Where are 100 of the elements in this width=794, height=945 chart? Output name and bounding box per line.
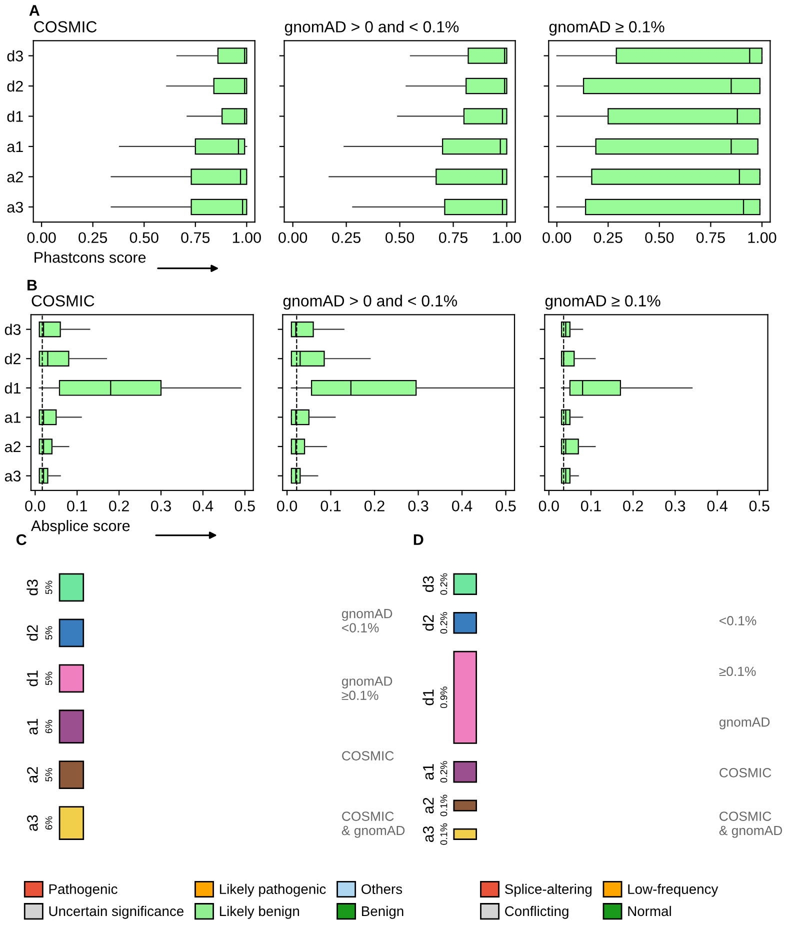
y-tick-label: d3 [7,50,23,62]
data-label: 5% [45,580,52,594]
data-label: 0.2% [440,573,448,595]
category-label: a2 [27,767,38,783]
legend-label: Conflicting [505,906,568,919]
x-tick-label: 0.0 [277,500,298,512]
text: COSMIC [720,768,772,778]
x-tick-label: 0.5 [496,500,516,512]
y-tick-label: a2 [4,441,20,452]
x-tick-label: 0.1 [320,500,341,512]
x-tick-label: 0.50 [645,232,674,244]
legend-label: Others [362,884,402,894]
x-tick-label: 0.3 [150,500,171,512]
x-tick-label: 0.5 [749,500,770,512]
data-label: 0.2% [440,612,448,634]
data-label: 6% [45,720,52,734]
text: gnomAD <0.1% [342,609,392,632]
text: D [414,534,424,545]
x-tick-label: 0.1 [580,500,601,512]
x-tick-label: 0.75 [181,232,210,244]
x-tick-label: 1.00 [748,232,776,244]
x-tick-label: 0.1 [67,500,87,512]
legend-label: Low-frequency [628,884,718,897]
x-tick-label: 0.4 [452,500,472,512]
x-tick-label: 0.5 [234,500,255,512]
x-tick-label: 1.00 [232,232,261,244]
data-label: 0.2% [440,761,448,783]
x-tick-label: 0.2 [364,500,384,512]
legend-label: Likely benign [220,906,300,919]
category-label: a1 [423,764,434,780]
x-tick-label: 0.3 [665,500,686,512]
x-tick-label: 0.75 [438,232,468,244]
x-tick-label: 0.50 [130,232,158,244]
legend-label: Uncertain significance [49,906,184,919]
y-tick-label: a3 [7,202,23,213]
category-label: d3 [422,576,434,592]
x-tick-label: 0.0 [25,500,46,512]
data-label: 0.1% [440,794,448,816]
category-label: d1 [26,670,38,686]
text: B [28,280,37,290]
y-tick-label: d2 [7,80,23,92]
data-label: 0.9% [440,686,448,708]
text: gnomAD [719,717,770,730]
y-tick-label: d3 [4,324,21,336]
legend-label: Likely pathogenic [220,884,326,897]
text: COSMIC & gnomAD [719,812,782,838]
y-tick-label: d1 [4,382,20,394]
x-tick-label: 0.4 [707,500,728,512]
chart-title: gnomAD > 0 and < 0.1% [283,294,458,310]
text: C [16,534,26,546]
chart-title: gnomAD ≥ 0.1% [549,21,664,36]
legend-label: Normal [628,906,671,916]
x-tick-label: 0.2 [109,500,129,512]
data-label: 0.1% [440,823,448,845]
data-label: 5% [45,626,52,640]
x-tick-label: 0.75 [696,232,725,244]
chart-title: COSMIC [32,295,94,307]
y-tick-label: a1 [4,412,20,423]
x-tick-label: 1.00 [493,232,522,244]
category-label: a2 [422,798,434,814]
x-tick-label: 0.3 [408,500,428,512]
x-tick-label: 0.25 [594,232,622,244]
legend-label: Benign [362,906,404,919]
text: COSMIC [342,751,394,760]
x-axis-title: Absplice score [30,520,130,534]
y-tick-label: a3 [4,470,21,482]
x-tick-label: 0.50 [386,232,414,244]
x-tick-label: 0.25 [78,232,108,244]
text: gnomAD ≥0.1% [342,676,392,700]
x-tick-label: 0.00 [278,232,308,244]
y-tick-label: a2 [7,172,23,182]
chart-title: COSMIC [34,21,97,32]
category-label: d3 [26,580,38,596]
category-label: d1 [422,690,434,706]
legend-label: Splice-altering [505,884,592,897]
y-tick-label: a1 [7,142,23,152]
text: COSMIC & gnomAD [342,812,405,838]
y-tick-label: d1 [7,110,23,122]
x-tick-label: 0.25 [332,232,361,244]
x-tick-label: 0.0 [538,500,559,512]
text: A [29,5,40,16]
data-label: 6% [45,816,52,830]
category-label: d2 [26,625,38,641]
chart-title: gnomAD ≥ 0.1% [545,295,660,310]
y-tick-label: d2 [4,353,20,364]
data-label: 5% [45,672,52,686]
chart-title: gnomAD > 0 and < 0.1% [284,20,459,36]
data-label: 5% [45,768,52,782]
x-tick-label: 0.2 [623,500,643,512]
x-tick-label: 0.00 [27,232,56,244]
category-label: a3 [422,826,434,842]
x-axis-title: Phastcons score [34,252,146,263]
x-tick-label: 0.00 [542,232,572,244]
x-tick-label: 0.4 [192,500,214,512]
category-label: a3 [27,815,38,831]
category-label: a1 [27,718,38,734]
text: ≥0.1% [719,666,756,676]
legend-label: Pathogenic [49,884,118,897]
category-label: d2 [422,615,434,631]
text: <0.1% [720,616,756,626]
